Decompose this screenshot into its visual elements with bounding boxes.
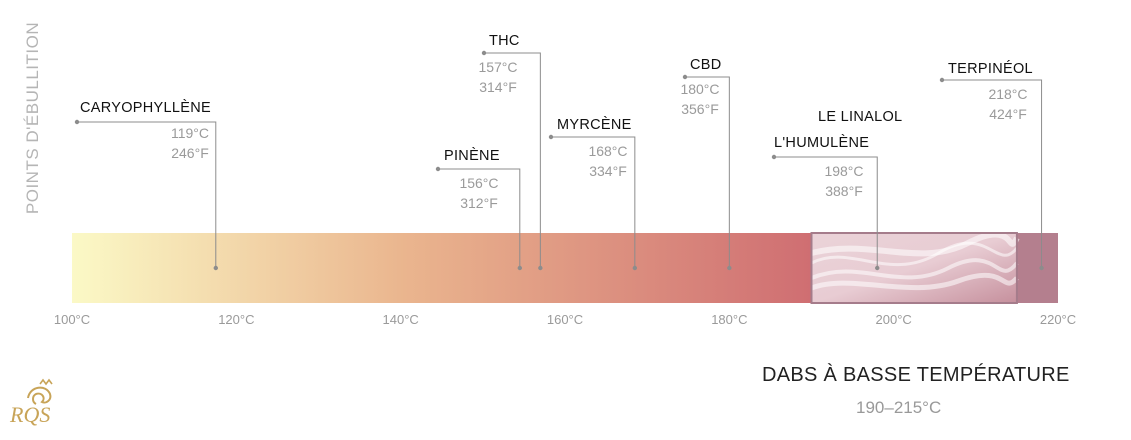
leader-end-dot [632, 265, 638, 271]
x-tick-label: 140°C [383, 312, 419, 327]
fahrenheit-value: 356°F [681, 101, 719, 117]
low-temp-dabs-zone [810, 231, 1020, 304]
leader-end-dot [727, 265, 732, 271]
celsius-value: 119°C [171, 125, 209, 141]
highlight-wave [810, 231, 1020, 257]
leader-start-dot [435, 166, 441, 172]
highlight-wave [810, 272, 1019, 291]
x-tick-label: 160°C [547, 312, 583, 327]
leader-line [484, 52, 541, 268]
celsius-value: 218°C [988, 86, 1027, 102]
leader-line [438, 168, 521, 268]
leader-start-dot [939, 77, 945, 83]
fahrenheit-value: 314°F [479, 79, 517, 95]
leader-start-dot [481, 50, 487, 56]
compound-name: PINÈNE [444, 147, 500, 164]
leader-end-dot [517, 265, 523, 271]
x-tick-label: 220°C [1040, 312, 1076, 327]
compound-marker: CBD 180°C 356°F [680, 57, 732, 271]
leader-line [77, 121, 217, 268]
leader-start-dot [682, 74, 688, 80]
leader-line [774, 156, 878, 268]
compound-marker: TERPINÉOL 218°C 424°F [939, 60, 1044, 271]
compound-name: CARYOPHYLLÈNE [80, 99, 211, 116]
celsius-value: 180°C [680, 81, 719, 97]
fahrenheit-value: 388°F [825, 183, 863, 199]
compound-name: L'HUMULÈNE [774, 134, 869, 151]
x-tick-label: 200°C [876, 312, 912, 327]
temperature-bar-tail [1016, 233, 1058, 303]
compound-marker: LE LINALOL L'HUMULÈNE 198°C 388°F [771, 109, 902, 271]
celsius-value: 157°C [478, 59, 517, 75]
x-tick-label: 180°C [711, 312, 747, 327]
celsius-value: 156°C [459, 175, 498, 191]
leader-start-dot [74, 119, 80, 125]
leader-end-dot [875, 265, 880, 271]
fahrenheit-value: 312°F [460, 195, 498, 211]
leader-line [942, 79, 1043, 268]
compound-marker: CARYOPHYLLÈNE 119°C 246°F [74, 99, 218, 271]
compound-marker: THC 157°C 314°F [478, 33, 543, 271]
leader-start-dot [548, 134, 554, 140]
low-temp-dabs-border [810, 232, 1018, 304]
leader-start-dot [771, 154, 777, 160]
svg-text:RQS: RQS [9, 402, 50, 427]
compound-name: TERPINÉOL [948, 60, 1033, 77]
compound-marker: MYRCÈNE 168°C 334°F [548, 116, 638, 271]
compound-name: THC [489, 33, 520, 49]
compound-name: MYRCÈNE [557, 116, 632, 133]
compound-name: CBD [690, 57, 722, 73]
highlight-title: DABS À BASSE TEMPÉRATURE [762, 364, 1070, 386]
fahrenheit-value: 246°F [171, 145, 209, 161]
leader-end-dot [538, 265, 543, 271]
rqs-logo: RQS [6, 378, 76, 439]
fahrenheit-value: 424°F [989, 106, 1027, 122]
compound-marker: PINÈNE 156°C 312°F [435, 147, 523, 271]
highlight-wave [810, 258, 1019, 280]
leader-end-dot [213, 265, 218, 271]
leader-line [551, 136, 636, 268]
leader-line [685, 76, 730, 268]
x-tick-label: 100°C [54, 312, 90, 327]
celsius-value: 168°C [588, 143, 627, 159]
highlight-range: 190–215°C [856, 398, 942, 417]
low-temp-dabs-fill [811, 233, 1017, 303]
leader-end-dot [1039, 265, 1044, 271]
x-tick-label: 120°C [218, 312, 254, 327]
rqs-logo-icon: RQS [9, 378, 53, 427]
temperature-gradient-bar [72, 233, 812, 303]
celsius-value: 198°C [824, 163, 863, 179]
compound-name: LE LINALOL [818, 109, 902, 125]
fahrenheit-value: 334°F [589, 163, 627, 179]
y-axis-label: POINTS D'ÉBULLITION [23, 21, 42, 215]
